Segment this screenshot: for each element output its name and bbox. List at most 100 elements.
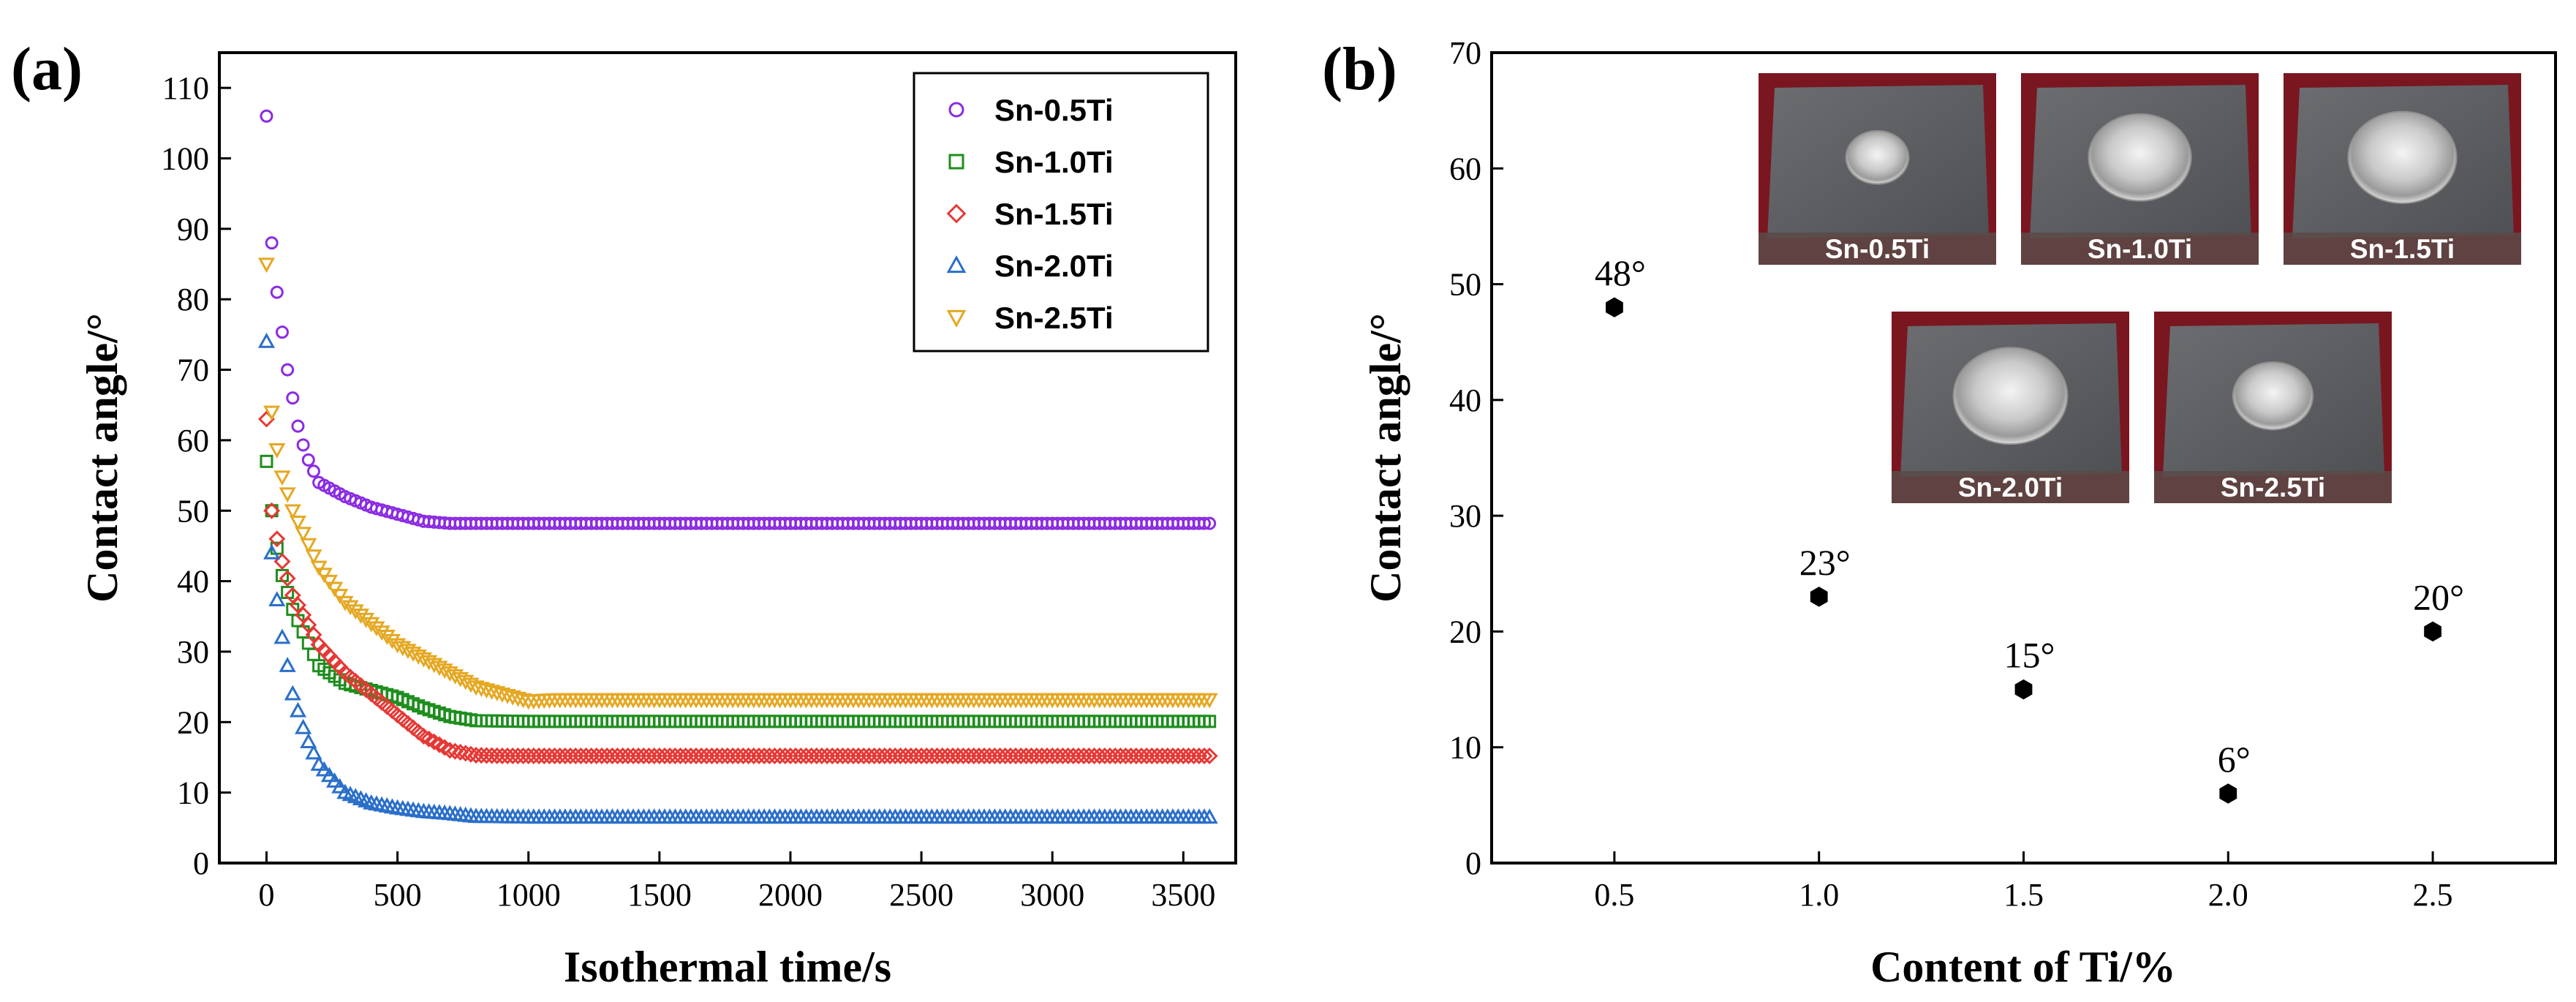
data-point <box>467 747 485 764</box>
y-ticks-b: 0 10 20 30 40 50 60 70 <box>1449 35 1503 881</box>
data-point <box>260 454 273 468</box>
data-point <box>305 549 322 565</box>
data-point <box>300 538 317 554</box>
data-point <box>488 686 506 701</box>
photo-caption-bar <box>2284 233 2521 265</box>
series-markers-a <box>257 109 1218 824</box>
data-point <box>2219 783 2237 804</box>
legend-marker <box>946 255 967 274</box>
legend-label: Sn-0.5Ti <box>994 93 1114 127</box>
data-point <box>1203 715 1217 728</box>
data-point <box>1203 516 1217 530</box>
legend-label: Sn-1.0Ti <box>994 145 1114 179</box>
x-tick-label-a: 1000 <box>496 877 561 913</box>
data-point <box>378 630 396 645</box>
y-tick-label-a: 80 <box>177 282 209 317</box>
data-point <box>363 617 380 633</box>
data-point <box>446 742 464 760</box>
data-label: 15° <box>2004 635 2055 676</box>
photo-caption-bar <box>2154 471 2392 503</box>
x-axis-label-b: Content of Ti/% <box>1870 943 2176 991</box>
y-tick-label-b: 20 <box>1449 614 1481 649</box>
y-tick-label-a: 110 <box>162 70 209 106</box>
x-tick-label-b: 0.5 <box>1594 877 1634 913</box>
series-Sn-1.5Ti <box>257 410 1218 765</box>
inset-photo: Sn-2.5Ti <box>2154 312 2392 503</box>
data-point <box>452 744 469 761</box>
x-tick-label-b: 2.5 <box>2413 877 2453 913</box>
legend-a: Sn-0.5Ti Sn-1.0Ti Sn-1.5Ti Sn-2.0Ti Sn-2.5Ti <box>913 72 1209 353</box>
data-point <box>260 109 273 123</box>
x-tick-label-a: 3500 <box>1151 877 1215 913</box>
photo-caption-bar <box>1759 233 1996 265</box>
data-point <box>2014 679 2033 700</box>
data-point <box>279 570 296 587</box>
data-point <box>373 625 390 641</box>
data-point <box>509 691 526 707</box>
data-point <box>306 464 320 478</box>
data-point <box>441 742 458 759</box>
y-tick-label-b: 70 <box>1449 35 1481 71</box>
data-point <box>301 453 315 467</box>
data-point <box>257 257 276 274</box>
photo-label: Sn-1.0Ti <box>2088 234 2192 264</box>
y-tick-label-b: 0 <box>1465 845 1481 881</box>
data-point <box>286 391 300 405</box>
y-tick-label-a: 50 <box>177 493 209 529</box>
data-point <box>263 405 281 421</box>
data-point <box>279 487 296 503</box>
y-axis-label-a: Contact angle/° <box>78 313 126 603</box>
legend-label: Sn-2.0Ti <box>994 249 1114 283</box>
x-tick-label-b: 2.0 <box>2208 877 2248 913</box>
data-point <box>472 747 490 764</box>
data-label: 20° <box>2413 576 2464 617</box>
data-label: 23° <box>1799 542 1851 583</box>
plot-frame-a <box>218 51 1237 864</box>
data-point <box>1606 297 1623 317</box>
data-point <box>341 600 359 616</box>
data-point <box>1810 587 1828 607</box>
data-point <box>467 680 485 696</box>
y-tick-label-b: 40 <box>1449 383 1481 418</box>
data-point <box>320 574 339 590</box>
y-tick-label-a: 30 <box>177 634 209 670</box>
data-point <box>347 604 364 620</box>
data-point <box>352 609 370 624</box>
y-ticks-a: 0 10 20 30 40 50 60 70 80 90 100 110 <box>161 70 231 881</box>
data-point <box>462 745 480 763</box>
data-point <box>1201 693 1218 709</box>
photo-caption-bar <box>1892 471 2129 503</box>
data-point <box>504 690 521 706</box>
data-point <box>1201 808 1218 824</box>
panel-b-label: (b) <box>1322 35 1397 103</box>
data-point <box>1198 516 1212 530</box>
x-tick-label-b: 1.0 <box>1799 877 1839 913</box>
y-tick-label-b: 30 <box>1449 498 1481 534</box>
y-tick-label-a: 40 <box>177 564 209 600</box>
series-Sn-2.0Ti <box>257 332 1218 824</box>
x-tick-label-a: 2000 <box>758 877 823 913</box>
data-point <box>477 747 495 764</box>
data-point <box>494 688 511 703</box>
data-point <box>368 621 385 637</box>
data-point <box>263 502 281 519</box>
series-Sn-0.5Ti <box>260 109 1217 530</box>
data-point <box>296 438 310 452</box>
data-point <box>2424 621 2441 642</box>
x-axis-label-a: Isothermal time/s <box>564 943 891 991</box>
legend-marker <box>946 309 967 328</box>
data-point <box>320 766 339 783</box>
legend-marker <box>946 203 967 224</box>
x-tick-label-b: 1.5 <box>2003 877 2044 913</box>
data-point <box>275 325 289 339</box>
legend-label: Sn-1.5Ti <box>994 197 1114 231</box>
photo-label: Sn-2.0Ti <box>1958 472 2063 502</box>
data-point <box>336 595 354 611</box>
data-point <box>273 628 291 644</box>
inset-photo: Sn-1.5Ti <box>2284 73 2521 265</box>
x-tick-label-a: 1500 <box>627 877 692 913</box>
inset-photo: Sn-0.5Ti <box>1759 73 1996 265</box>
y-tick-label-a: 90 <box>177 211 209 247</box>
data-point <box>383 633 401 649</box>
